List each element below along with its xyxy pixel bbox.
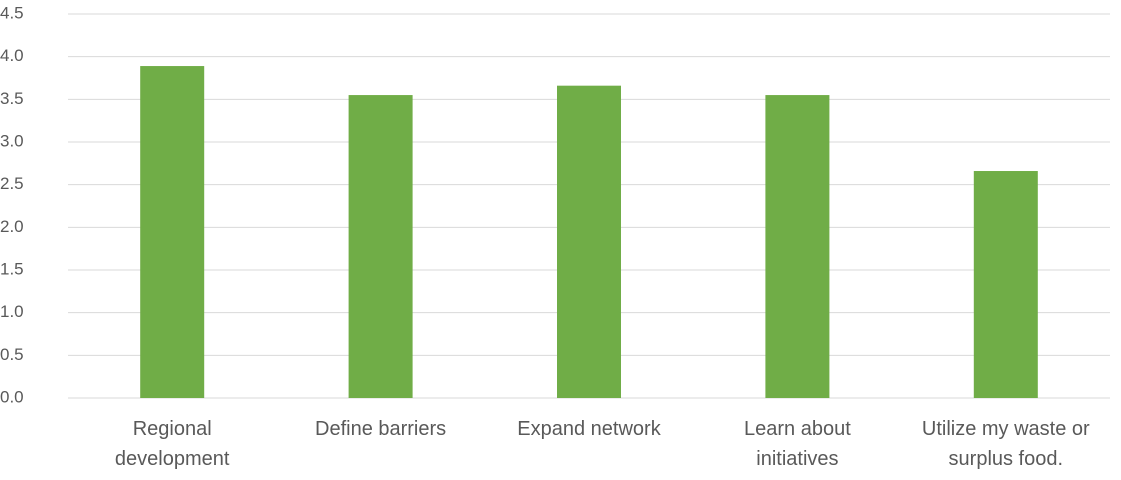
- y-tick-label: 2.5: [0, 174, 24, 193]
- y-tick-label: 1.5: [0, 259, 24, 278]
- bar: [973, 171, 1038, 398]
- y-tick-label: 3.5: [0, 89, 24, 108]
- y-tick-label: 1.0: [0, 302, 24, 321]
- x-tick-label: Define barriers: [315, 418, 447, 440]
- bar: [765, 95, 830, 399]
- x-tick-label: Utilize my waste or surplus food.: [921, 418, 1090, 470]
- x-tick-label: Learn about initiatives: [744, 418, 851, 470]
- y-tick-label: 0.0: [0, 387, 24, 406]
- x-tick-label: Regional development: [114, 418, 230, 470]
- y-tick-label: 0.5: [0, 345, 24, 364]
- bar: [557, 85, 621, 399]
- x-tick-label: Expand network: [517, 418, 661, 440]
- y-tick-label: 3.0: [0, 131, 24, 150]
- y-tick-label: 4.0: [0, 46, 24, 65]
- bar: [140, 66, 205, 398]
- bar: [348, 95, 413, 399]
- y-tick-label: 2.0: [0, 217, 24, 236]
- y-tick-label: 4.5: [0, 3, 24, 22]
